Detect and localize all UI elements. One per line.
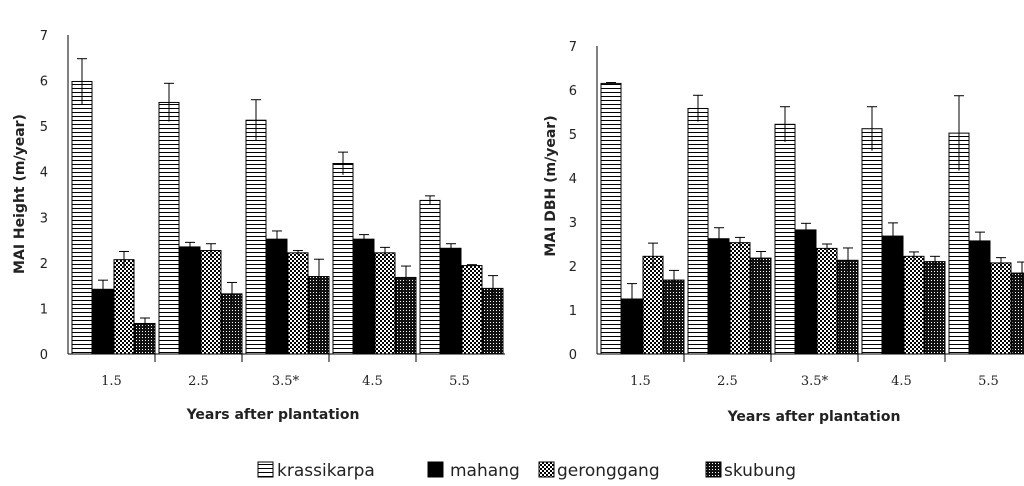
x-tick-label: 4.5 (891, 374, 912, 389)
x-tick-label: 1.5 (630, 374, 651, 389)
bar-mahang (882, 235, 904, 355)
x-tick-labels: 1.5 2.5 3.5* 4.5 5.5 (630, 354, 999, 389)
bar-mahang (179, 246, 201, 355)
bar-krassikarpa (332, 163, 354, 355)
legend-item-krassikarpa: krassikarpa (257, 461, 375, 481)
y-tick-label: 7 (40, 29, 48, 44)
bar-geronggang (990, 262, 1012, 355)
legend-item-skubung: skubung (705, 461, 796, 481)
bar-geronggang (287, 252, 309, 355)
bar-mahang (440, 247, 462, 355)
bar-geronggang (816, 247, 838, 355)
y-tick-label: 4 (40, 166, 48, 181)
bar-krassikarpa (71, 80, 93, 355)
legend-swatch-mahang (427, 461, 444, 478)
y-tick-label: 6 (40, 75, 48, 90)
bar-skubung (663, 279, 685, 355)
bar-mahang (353, 238, 375, 355)
x-tick-label: 2.5 (717, 374, 738, 389)
y-tick-label: 1 (40, 302, 48, 317)
x-tick-label: 3.5* (801, 374, 829, 389)
legend-swatch-skubung (705, 461, 722, 478)
bar-skubung (837, 259, 859, 355)
y-tick-label: 0 (40, 348, 48, 363)
bars (600, 82, 1024, 355)
bar-mahang (708, 238, 730, 355)
bar-krassikarpa (687, 107, 709, 355)
chart-mai-height: 0 1 2 3 4 5 6 7 1.5 2.5 3.5* 4.5 5.5 Years after pl… (12, 29, 505, 423)
legend-item-mahang: mahang (427, 461, 520, 481)
legend-swatch-krassikarpa (257, 461, 274, 478)
error-bars (77, 58, 498, 329)
error-bars (606, 82, 1024, 315)
bar-geronggang (729, 242, 751, 355)
legend-label-geronggang: geronggang (557, 461, 660, 481)
bar-mahang (92, 288, 114, 355)
bar-geronggang (200, 250, 222, 355)
legend-item-geronggang: geronggang (538, 461, 660, 481)
bar-geronggang (642, 255, 664, 355)
x-tick-label: 4.5 (362, 374, 383, 389)
bar-skubung (750, 257, 772, 355)
legend-label-krassikarpa: krassikarpa (277, 461, 375, 481)
y-tick-label: 5 (569, 128, 577, 143)
y-tick-label: 2 (569, 260, 577, 275)
bar-krassikarpa (774, 123, 796, 355)
y-tick-label: 7 (569, 40, 577, 55)
x-tick-label: 5.5 (978, 374, 999, 389)
y-axis-title: MAI Height (m/year) (12, 114, 28, 274)
bar-skubung (395, 276, 417, 355)
y-tick-label: 3 (40, 211, 48, 226)
x-axis-title: Years after plantation (727, 409, 901, 425)
y-tick-labels: 0 1 2 3 4 5 6 7 (40, 29, 48, 363)
x-tick-label: 1.5 (101, 374, 122, 389)
x-tick-label: 5.5 (449, 374, 470, 389)
y-tick-label: 1 (569, 304, 577, 319)
bar-geronggang (113, 259, 135, 355)
bar-skubung (1011, 272, 1024, 355)
bar-geronggang (461, 265, 483, 355)
legend-swatch-geronggang (538, 461, 555, 478)
y-tick-label: 5 (40, 120, 48, 135)
legend-label-skubung: skubung (724, 461, 796, 481)
bar-mahang (266, 238, 288, 355)
bar-krassikarpa (245, 119, 267, 355)
x-axis-title: Years after plantation (186, 407, 360, 423)
y-tick-labels: 0 1 2 3 4 5 6 7 (569, 40, 577, 363)
bars (71, 80, 504, 355)
x-tick-labels: 1.5 2.5 3.5* 4.5 5.5 (101, 354, 470, 389)
legend: krassikarpa mahang geronggang skubung (257, 461, 796, 481)
bar-krassikarpa (419, 199, 441, 355)
y-axis-title: MAI DBH (m/year) (543, 115, 559, 256)
y-tick-label: 0 (569, 348, 577, 363)
bar-krassikarpa (158, 101, 180, 355)
bar-krassikarpa (861, 128, 883, 355)
bar-mahang (969, 240, 991, 355)
chart-mai-dbh: 0 1 2 3 4 5 6 7 1.5 2.5 3.5* 4.5 5.5 Years after pl… (543, 40, 1024, 425)
x-tick-label: 3.5* (272, 374, 300, 389)
x-tick-label: 2.5 (188, 374, 209, 389)
y-tick-label: 6 (569, 84, 577, 99)
bar-mahang (795, 229, 817, 355)
y-tick-label: 2 (40, 257, 48, 272)
bar-skubung (924, 261, 946, 355)
bar-geronggang (903, 255, 925, 355)
legend-label-mahang: mahang (450, 461, 520, 481)
y-tick-label: 3 (569, 216, 577, 231)
bar-krassikarpa (600, 82, 622, 355)
bar-geronggang (374, 252, 396, 355)
y-tick-label: 4 (569, 172, 577, 187)
